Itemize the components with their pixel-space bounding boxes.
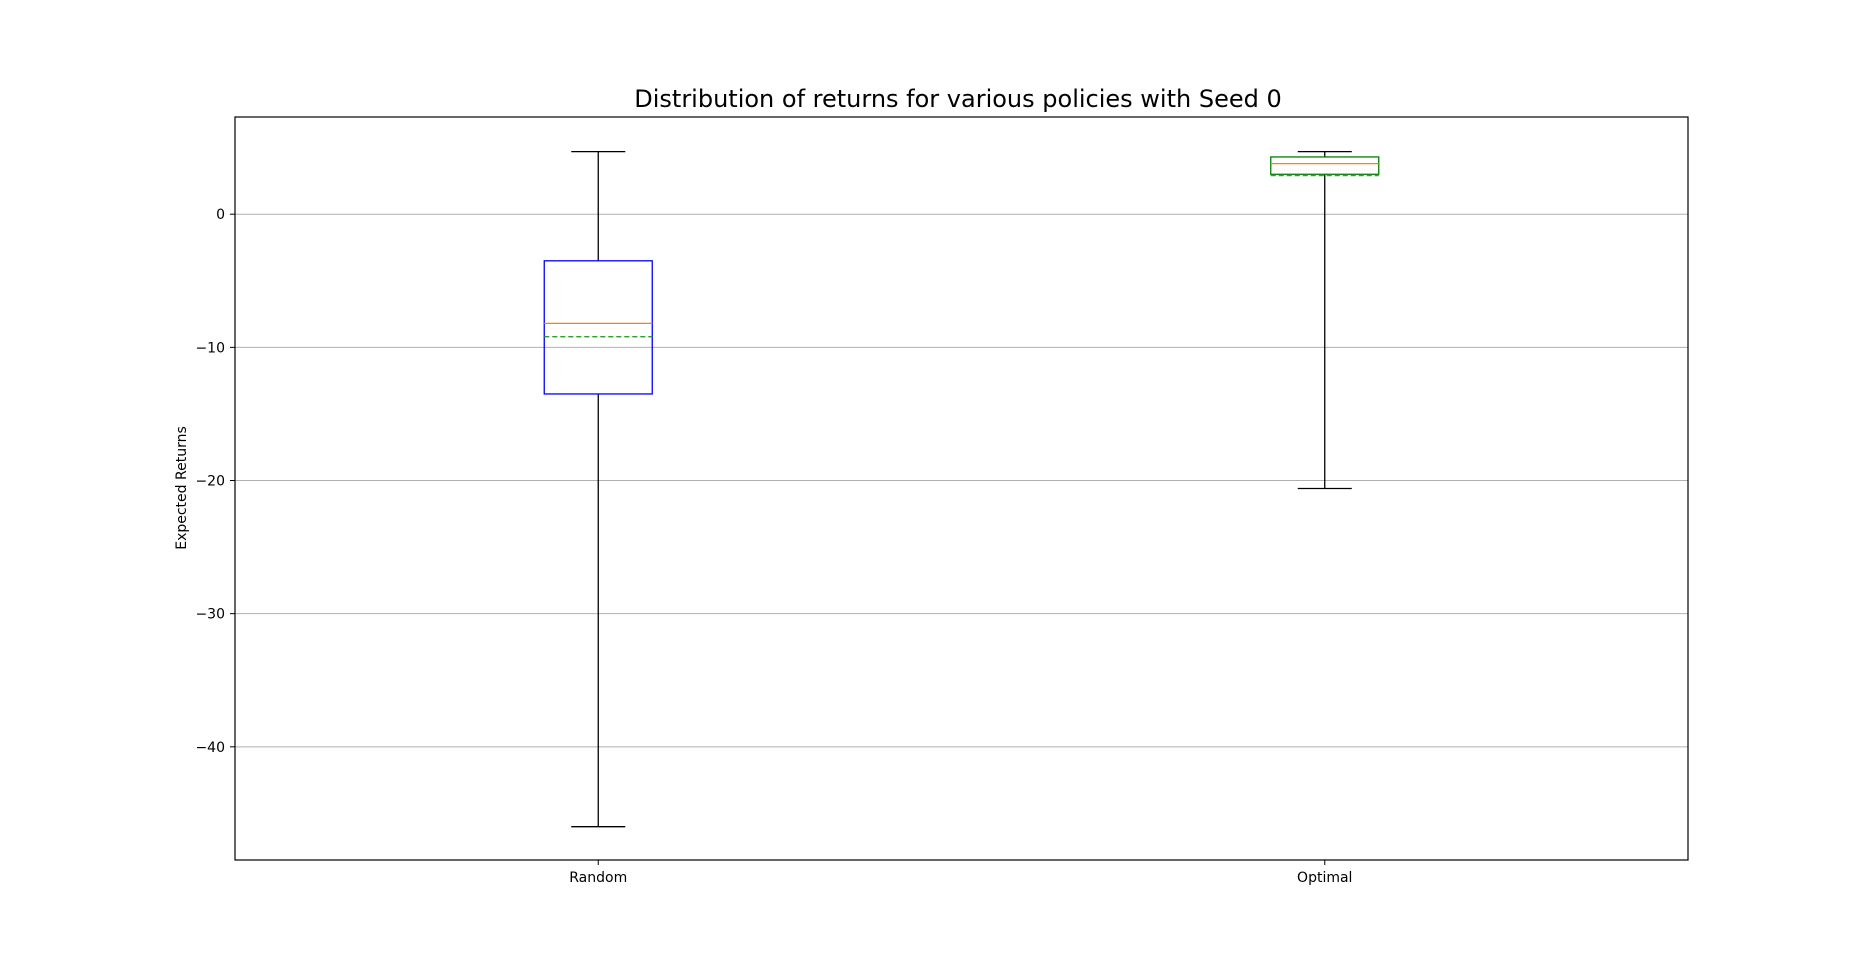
y-tick-label: −10 <box>195 340 225 356</box>
chart-title: Distribution of returns for various poli… <box>634 85 1281 113</box>
box-optimal <box>1270 150 1380 490</box>
y-axis: 0 −10 −20 −30 −40 <box>195 207 235 756</box>
y-axis-label: Expected Returns <box>174 426 190 550</box>
y-tick-label: −40 <box>195 740 225 756</box>
iqr-box <box>543 260 653 395</box>
x-tick-label: Optimal <box>1297 870 1352 886</box>
x-axis: Random Optimal <box>569 860 1352 886</box>
y-tick-label: −20 <box>195 474 225 490</box>
y-tick-label: 0 <box>216 207 225 223</box>
x-tick-label: Random <box>569 870 627 886</box>
grid-lines <box>235 213 1688 748</box>
plot-area-frame <box>234 116 1689 861</box>
box-plots <box>543 150 1380 828</box>
box-random <box>543 150 653 828</box>
iqr-box <box>1270 156 1380 175</box>
y-tick-label: −30 <box>195 607 225 623</box>
